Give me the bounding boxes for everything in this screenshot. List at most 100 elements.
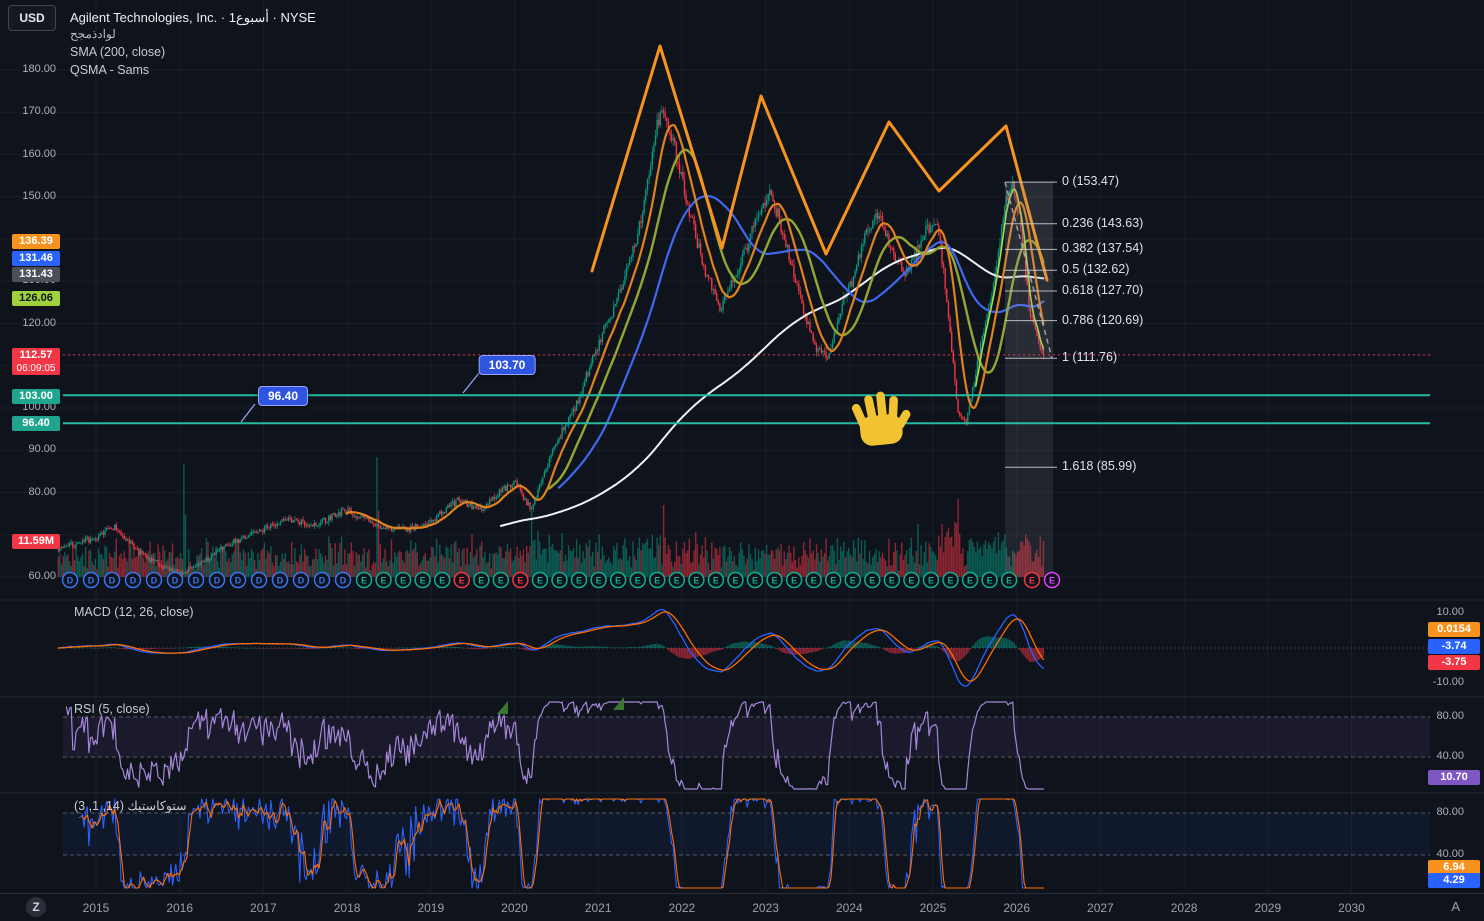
svg-text:D: D bbox=[214, 576, 221, 586]
indicator-value-chip: -3.74 bbox=[1428, 639, 1480, 654]
svg-text:D: D bbox=[151, 576, 158, 586]
svg-text:D: D bbox=[277, 576, 284, 586]
svg-text:D: D bbox=[298, 576, 305, 586]
bottom-right-logo: A bbox=[1451, 899, 1460, 914]
price-axis-label: 180.00 bbox=[22, 63, 56, 75]
year-label: 2015 bbox=[82, 901, 110, 915]
svg-text:E: E bbox=[850, 576, 856, 586]
moving-averages bbox=[345, 123, 1045, 530]
stoch-pane bbox=[63, 798, 1430, 889]
price-axis-label: 90.00 bbox=[28, 443, 56, 456]
svg-text:E: E bbox=[811, 576, 817, 586]
indicator-scale-label: -10.00 bbox=[1432, 676, 1464, 688]
year-label: 2026 bbox=[1003, 901, 1031, 915]
indicator-value-chip: 0.0154 bbox=[1428, 622, 1480, 637]
svg-text:E: E bbox=[1049, 576, 1055, 586]
svg-text:E: E bbox=[459, 576, 465, 586]
year-label: 2023 bbox=[752, 901, 779, 915]
fib-level-label: 0.382 (137.54) bbox=[1062, 241, 1144, 256]
svg-text:D: D bbox=[172, 576, 179, 586]
svg-text:E: E bbox=[381, 576, 387, 586]
price-axis-label: 120.00 bbox=[22, 316, 56, 329]
price-chip: 131.43 bbox=[12, 266, 60, 282]
price-chip: 126.06 bbox=[12, 290, 60, 306]
svg-text:E: E bbox=[361, 576, 367, 586]
svg-text:D: D bbox=[340, 576, 347, 586]
indicator-scale-label: 40.00 bbox=[1436, 750, 1464, 762]
price-callout-label[interactable]: 103.70 bbox=[478, 355, 536, 375]
svg-text:E: E bbox=[537, 576, 543, 586]
svg-text:D: D bbox=[319, 576, 326, 586]
indicator-qsma-label[interactable]: QSMA - Sams bbox=[70, 63, 150, 77]
svg-text:E: E bbox=[987, 576, 993, 586]
year-label: 2018 bbox=[333, 901, 361, 915]
svg-text:E: E bbox=[556, 576, 562, 586]
price-axis-label: 150.00 bbox=[22, 189, 56, 202]
indicator-value-chip: 10.70 bbox=[1428, 770, 1480, 785]
svg-text:E: E bbox=[615, 576, 621, 586]
indicator-sma-label[interactable]: SMA (200, close) bbox=[70, 45, 166, 59]
year-label: 2025 bbox=[919, 901, 947, 915]
indicator-value-chip: -3.75 bbox=[1428, 655, 1480, 670]
price-axis-label: 60.00 bbox=[28, 570, 56, 582]
fib-level-label: 0 (153.47) bbox=[1062, 174, 1119, 189]
svg-text:E: E bbox=[439, 576, 445, 586]
hand-emoji-sticker[interactable] bbox=[838, 378, 918, 456]
svg-text:E: E bbox=[693, 576, 699, 586]
stoch-pane-title[interactable]: ستوكاستيك (14, 1, 3) bbox=[74, 799, 187, 813]
svg-text:E: E bbox=[635, 576, 641, 586]
svg-text:D: D bbox=[235, 576, 242, 586]
svg-text:E: E bbox=[674, 576, 680, 586]
time-axis[interactable]: 2015 2016 2017 2018 2019 2020 2021 2022 2023 2024… bbox=[0, 893, 1484, 921]
svg-text:E: E bbox=[928, 576, 934, 586]
fib-level-label: 1.618 (85.99) bbox=[1062, 459, 1137, 474]
price-chip: 136.39 bbox=[12, 233, 60, 249]
zigzag-pattern-drawing[interactable] bbox=[590, 44, 1049, 282]
logo-button[interactable]: Z bbox=[26, 897, 46, 917]
price-chip: 131.46 bbox=[12, 250, 60, 266]
svg-text:E: E bbox=[947, 576, 953, 586]
svg-text:E: E bbox=[967, 576, 973, 586]
svg-text:E: E bbox=[498, 576, 504, 586]
svg-text:E: E bbox=[772, 576, 778, 586]
year-label: 2020 bbox=[501, 901, 528, 915]
indicator-scale-label: 10.00 bbox=[1436, 606, 1464, 618]
indicator-scale-label: 80.00 bbox=[1436, 806, 1464, 818]
svg-text:E: E bbox=[596, 576, 602, 586]
year-label: 2017 bbox=[250, 901, 277, 915]
svg-text:D: D bbox=[256, 576, 263, 586]
symbol-title[interactable]: Agilent Technologies, Inc. · 1أسبوع · NY… bbox=[70, 10, 316, 25]
fib-level-label: 0.236 (143.63) bbox=[1062, 215, 1144, 230]
svg-text:E: E bbox=[1006, 576, 1012, 586]
currency-button[interactable]: USD bbox=[8, 5, 56, 31]
price-axis-label: 170.00 bbox=[22, 105, 56, 118]
fib-level-label: 0.618 (127.70) bbox=[1062, 282, 1144, 297]
svg-text:E: E bbox=[517, 576, 523, 586]
price-callout-label[interactable]: 96.40 bbox=[257, 386, 309, 406]
svg-text:D: D bbox=[67, 576, 74, 586]
volume-bars bbox=[57, 457, 1045, 578]
svg-text:E: E bbox=[752, 576, 758, 586]
price-chip: 112.57 06:09:05 bbox=[12, 348, 60, 375]
year-label: 2024 bbox=[835, 901, 863, 915]
fib-level-label: 0.786 (120.69) bbox=[1062, 312, 1144, 327]
price-chip: 103.00 bbox=[12, 388, 60, 404]
svg-text:E: E bbox=[791, 576, 797, 586]
year-label: 2022 bbox=[668, 901, 696, 915]
indicator-scale-label: 40.00 bbox=[1436, 848, 1464, 860]
price-chip: 11.59M bbox=[12, 533, 60, 549]
year-label: 2028 bbox=[1170, 901, 1198, 915]
year-label: 2019 bbox=[417, 901, 445, 915]
indicator-value-chip: 6.94 bbox=[1428, 860, 1480, 875]
svg-text:E: E bbox=[576, 576, 582, 586]
rsi-pane-title[interactable]: RSI (5, close) bbox=[74, 702, 150, 716]
year-label: 2027 bbox=[1087, 901, 1114, 915]
fib-retracement-drawing[interactable] bbox=[1004, 181, 1057, 577]
price-axis-label: 100.00 bbox=[22, 401, 56, 413]
macd-pane-title[interactable]: MACD (12, 26, close) bbox=[74, 605, 194, 619]
